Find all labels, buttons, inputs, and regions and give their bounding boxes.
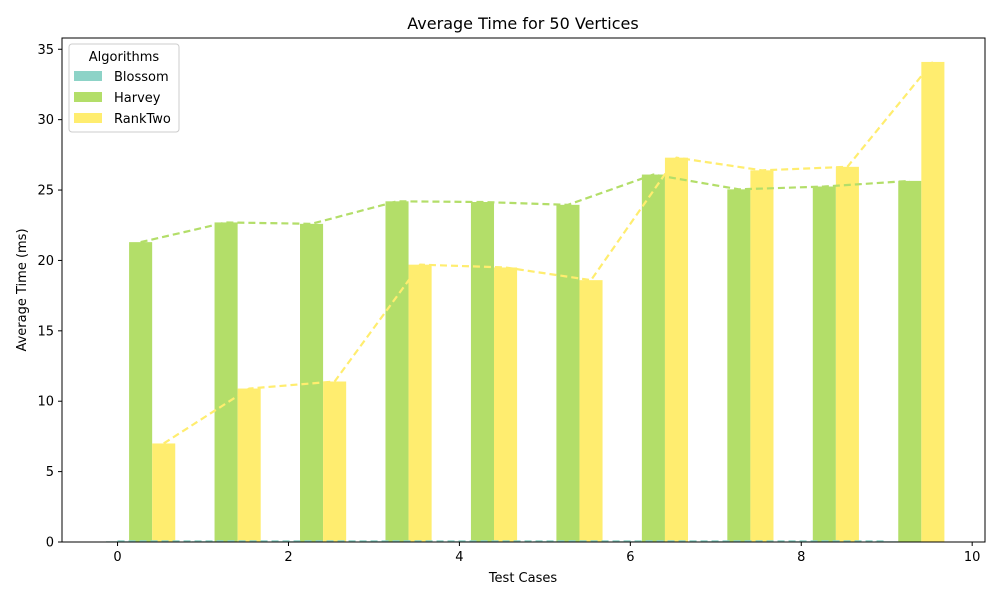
x-tick-label: 4 [455, 550, 463, 565]
bar-ranktwo-6 [664, 157, 689, 543]
y-tick-label: 15 [37, 324, 54, 339]
bar-harvey-2 [300, 223, 324, 542]
bar-harvey-8 [812, 186, 836, 542]
y-axis: 0 5 10 15 20 25 30 35 [37, 43, 62, 551]
plot-frame [61, 37, 986, 543]
x-tick-label: 2 [284, 550, 292, 565]
legend-label-harvey: Harvey [114, 91, 161, 106]
legend-swatch-blossom [74, 71, 102, 81]
bar-ranktwo-9 [921, 61, 945, 543]
y-tick-label: 25 [37, 184, 54, 199]
x-tick-label: 10 [964, 550, 981, 565]
bar-ranktwo-8 [835, 166, 859, 542]
bar-ranktwo-2 [323, 381, 347, 542]
bar-harvey-9 [898, 180, 922, 542]
bar-ranktwo-0 [152, 443, 176, 542]
bar-ranktwo-1 [237, 388, 261, 542]
x-tick-label: 6 [626, 550, 634, 565]
legend-box [68, 43, 180, 133]
legend: Algorithms Blossom Harvey RankTwo [68, 43, 180, 133]
bar-ranktwo-4 [494, 267, 518, 542]
legend-label-blossom: Blossom [114, 70, 169, 85]
bar-ranktwo-5 [579, 280, 603, 542]
bar-harvey-0 [129, 242, 153, 542]
y-tick-label: 35 [37, 43, 54, 58]
x-axis-label: Test Cases [488, 571, 558, 586]
x-tick-label: 0 [113, 550, 121, 565]
legend-title: Algorithms [89, 50, 160, 65]
y-tick-label: 30 [37, 113, 54, 128]
bar-harvey-4 [470, 202, 495, 542]
bar-ranktwo-3 [408, 264, 432, 542]
x-tick-label: 8 [797, 550, 805, 565]
y-tick-label: 10 [37, 395, 54, 410]
trend-line-harvey [140, 173, 910, 244]
y-tick-label: 20 [37, 254, 54, 269]
bar-harvey-6 [641, 174, 665, 542]
plot-area [106, 61, 945, 543]
trend-line-ranktwo [163, 61, 934, 445]
legend-label-ranktwo: RankTwo [114, 112, 171, 127]
y-tick-label: 5 [46, 465, 54, 480]
y-tick-label: 0 [46, 536, 54, 551]
bar-ranktwo-7 [750, 170, 774, 542]
bar-harvey-1 [214, 222, 238, 543]
bar-harvey-5 [556, 204, 580, 542]
bar-harvey-3 [385, 201, 409, 543]
legend-swatch-harvey [74, 92, 102, 102]
x-axis: 0 2 4 6 8 10 [113, 542, 980, 565]
bar-harvey-7 [727, 189, 751, 543]
chart-title: Average Time for 50 Vertices [407, 14, 638, 33]
y-axis-label: Average Time (ms) [15, 228, 30, 351]
legend-swatch-ranktwo [74, 113, 102, 123]
